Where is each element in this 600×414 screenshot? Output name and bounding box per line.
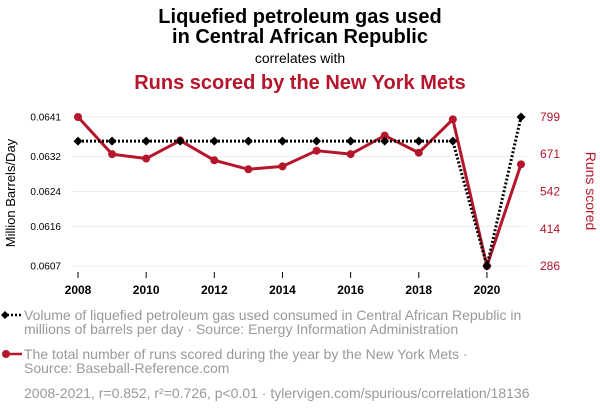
- point-runs-2018: [414, 148, 423, 157]
- legend-item-1-text-line1: Volume of liquefied petroleum gas used c…: [24, 307, 521, 323]
- left-tick-label: 0.0641: [30, 113, 61, 124]
- left-axis-label: Million Barrels/Day: [3, 138, 18, 247]
- point-runs-2015: [312, 146, 321, 155]
- legend-item-2-text-line1: The total number of runs scored during t…: [24, 346, 468, 362]
- point-runs-2010: [142, 154, 151, 163]
- point-lpg-2008: [73, 136, 83, 146]
- point-lpg-2009: [107, 136, 117, 146]
- series-runs-line: [76, 115, 523, 268]
- legend-item-2: The total number of runs scored during t…: [2, 346, 468, 376]
- point-lpg-2016: [346, 136, 356, 146]
- legend-swatch-1-marker: [1, 311, 9, 319]
- point-lpg-2020: [482, 261, 492, 271]
- point-lpg-2012: [209, 136, 219, 146]
- x-tick-label: 2020: [474, 283, 501, 297]
- left-tick-label: 0.0616: [30, 222, 61, 233]
- right-tick-label: 671: [540, 147, 560, 161]
- point-runs-2016: [346, 150, 355, 159]
- legend: Volume of liquefied petroleum gas used c…: [1, 307, 521, 376]
- series-lpg-line: [78, 116, 523, 267]
- right-tick-label: 799: [540, 110, 560, 124]
- legend-item-1: Volume of liquefied petroleum gas used c…: [1, 307, 521, 337]
- point-lpg-2014: [277, 136, 287, 146]
- chart-title-line2: in Central African Republic: [172, 26, 428, 48]
- legend-item-2-text-line2: Source: Baseball-Reference.com: [24, 360, 229, 376]
- point-runs-2019: [448, 115, 457, 124]
- point-lpg-2021: [516, 112, 526, 122]
- left-tick-label: 0.0632: [30, 152, 61, 163]
- left-axis-ticks: 0.0607 0.0616 0.0624 0.0632 0.0641: [30, 113, 61, 273]
- chart-title-2: Runs scored by the New York Mets: [134, 72, 466, 94]
- footer-stats: 2008-2021, r=0.852, r²=0.726, p<0.01 · t…: [24, 385, 530, 401]
- point-lpg-2019: [448, 136, 458, 146]
- x-tick-label: 2012: [201, 283, 228, 297]
- point-runs-2008: [74, 113, 82, 121]
- left-tick-label: 0.0607: [30, 262, 61, 273]
- legend-item-1-text-line2: millions of barrels per day · Source: En…: [24, 321, 458, 337]
- point-runs-2013: [244, 165, 253, 174]
- left-tick-label: 0.0624: [30, 187, 61, 198]
- x-axis-ticks: 2008 2010 2012 2014 2016 2018 2020: [65, 272, 501, 297]
- point-runs-2017: [380, 131, 389, 140]
- series-runs-scored: [74, 113, 525, 270]
- point-lpg-2017: [380, 136, 390, 146]
- point-runs-2009: [108, 150, 117, 159]
- legend-swatch-2-marker: [2, 350, 10, 358]
- right-tick-label: 286: [540, 259, 560, 273]
- point-runs-2021: [517, 160, 525, 169]
- x-tick-label: 2010: [133, 283, 160, 297]
- right-axis-ticks: 286 414 542 671 799: [540, 110, 560, 273]
- x-tick-label: 2016: [337, 283, 364, 297]
- right-axis-label: Runs scored: [583, 152, 599, 231]
- x-tick-label: 2014: [269, 283, 296, 297]
- point-lpg-2018: [414, 136, 424, 146]
- series-lpg-used: [73, 112, 526, 271]
- correlates-with-label: correlates with: [255, 50, 345, 66]
- point-lpg-2010: [141, 136, 151, 146]
- point-lpg-2015: [312, 136, 322, 146]
- point-lpg-2011: [175, 136, 185, 146]
- x-tick-label: 2018: [405, 283, 432, 297]
- x-tick-label: 2008: [65, 283, 92, 297]
- right-tick-label: 542: [540, 185, 560, 199]
- point-runs-2012: [210, 156, 219, 165]
- right-tick-label: 414: [540, 222, 560, 236]
- point-runs-2014: [278, 162, 287, 171]
- chart-title-line1: Liquefied petroleum gas used: [158, 6, 441, 28]
- point-lpg-2013: [243, 136, 253, 146]
